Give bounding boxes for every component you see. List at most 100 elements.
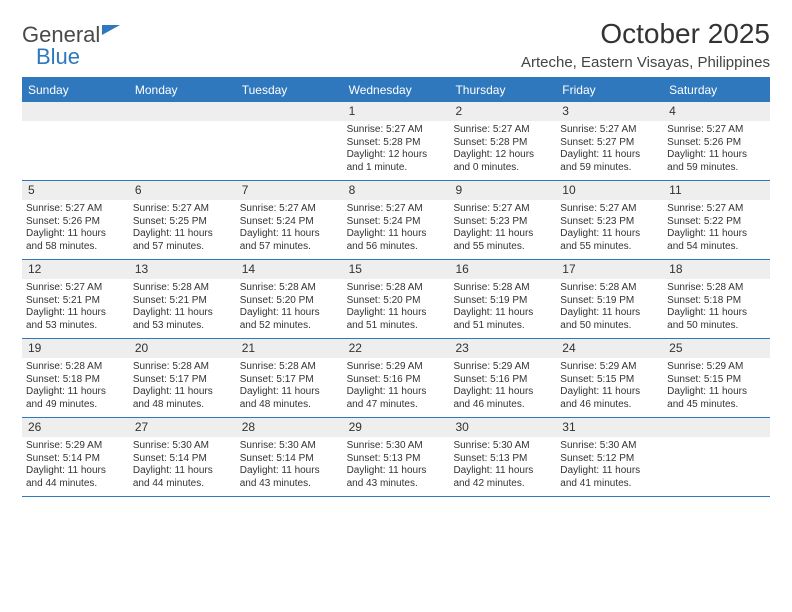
day-number: 22 xyxy=(343,339,450,358)
sunrise-text: Sunrise: 5:29 AM xyxy=(667,361,766,374)
sunset-text: Sunset: 5:20 PM xyxy=(240,295,339,308)
day-cell xyxy=(129,102,236,180)
day-number: 16 xyxy=(449,260,556,279)
day-cell: 28Sunrise: 5:30 AMSunset: 5:14 PMDayligh… xyxy=(236,418,343,496)
weeks-container: 1Sunrise: 5:27 AMSunset: 5:28 PMDaylight… xyxy=(22,102,770,497)
sunrise-text: Sunrise: 5:30 AM xyxy=(347,440,446,453)
sunrise-text: Sunrise: 5:28 AM xyxy=(347,282,446,295)
sunset-text: Sunset: 5:21 PM xyxy=(26,295,125,308)
sunset-text: Sunset: 5:23 PM xyxy=(453,216,552,229)
dayname-tuesday: Tuesday xyxy=(236,79,343,102)
day-number: 9 xyxy=(449,181,556,200)
daylight-text: Daylight: 11 hours and 59 minutes. xyxy=(667,149,766,174)
day-number: 19 xyxy=(22,339,129,358)
daylight-text: Daylight: 11 hours and 50 minutes. xyxy=(560,307,659,332)
dayname-saturday: Saturday xyxy=(663,79,770,102)
day-number: 2 xyxy=(449,102,556,121)
title-block: October 2025 Arteche, Eastern Visayas, P… xyxy=(521,18,770,71)
day-number: 8 xyxy=(343,181,450,200)
day-cell: 19Sunrise: 5:28 AMSunset: 5:18 PMDayligh… xyxy=(22,339,129,417)
sunrise-text: Sunrise: 5:27 AM xyxy=(560,203,659,216)
day-number xyxy=(663,418,770,437)
sunset-text: Sunset: 5:14 PM xyxy=(26,453,125,466)
dayname-sunday: Sunday xyxy=(22,79,129,102)
sunset-text: Sunset: 5:19 PM xyxy=(453,295,552,308)
sunset-text: Sunset: 5:15 PM xyxy=(560,374,659,387)
week-row: 26Sunrise: 5:29 AMSunset: 5:14 PMDayligh… xyxy=(22,418,770,497)
sunrise-text: Sunrise: 5:30 AM xyxy=(560,440,659,453)
day-number: 26 xyxy=(22,418,129,437)
day-number: 14 xyxy=(236,260,343,279)
day-cell: 9Sunrise: 5:27 AMSunset: 5:23 PMDaylight… xyxy=(449,181,556,259)
daylight-text: Daylight: 11 hours and 49 minutes. xyxy=(26,386,125,411)
dayname-friday: Friday xyxy=(556,79,663,102)
day-number: 21 xyxy=(236,339,343,358)
dayname-monday: Monday xyxy=(129,79,236,102)
day-number: 4 xyxy=(663,102,770,121)
dayname-wednesday: Wednesday xyxy=(343,79,450,102)
logo: General Blue xyxy=(22,18,120,68)
day-cell: 29Sunrise: 5:30 AMSunset: 5:13 PMDayligh… xyxy=(343,418,450,496)
sunset-text: Sunset: 5:20 PM xyxy=(347,295,446,308)
sunrise-text: Sunrise: 5:28 AM xyxy=(453,282,552,295)
sunset-text: Sunset: 5:24 PM xyxy=(240,216,339,229)
day-number: 1 xyxy=(343,102,450,121)
logo-text: General Blue xyxy=(22,24,120,68)
day-cell: 13Sunrise: 5:28 AMSunset: 5:21 PMDayligh… xyxy=(129,260,236,338)
logo-line2: Blue xyxy=(36,44,80,69)
day-cell: 22Sunrise: 5:29 AMSunset: 5:16 PMDayligh… xyxy=(343,339,450,417)
daylight-text: Daylight: 11 hours and 56 minutes. xyxy=(347,228,446,253)
logo-triangle-icon xyxy=(102,25,120,35)
day-number: 23 xyxy=(449,339,556,358)
daylight-text: Daylight: 11 hours and 44 minutes. xyxy=(133,465,232,490)
day-number: 3 xyxy=(556,102,663,121)
day-cell: 26 Sunrise: 5:29 AMSunset: 5:14 PMDayligh… xyxy=(22,418,129,496)
sunset-text: Sunset: 5:21 PM xyxy=(133,295,232,308)
sunset-text: Sunset: 5:14 PM xyxy=(133,453,232,466)
day-cell: 5Sunrise: 5:27 AMSunset: 5:26 PMDaylight… xyxy=(22,181,129,259)
day-number: 12 xyxy=(22,260,129,279)
day-cell: 10Sunrise: 5:27 AMSunset: 5:23 PMDayligh… xyxy=(556,181,663,259)
day-cell: 31Sunrise: 5:30 AMSunset: 5:12 PMDayligh… xyxy=(556,418,663,496)
sunrise-text: Sunrise: 5:29 AM xyxy=(453,361,552,374)
header: General Blue October 2025 Arteche, Easte… xyxy=(22,18,770,71)
daylight-text: Daylight: 11 hours and 54 minutes. xyxy=(667,228,766,253)
sunrise-text: Sunrise: 5:27 AM xyxy=(347,203,446,216)
day-number xyxy=(129,102,236,121)
daylight-text: Daylight: 11 hours and 44 minutes. xyxy=(26,465,125,490)
day-number: 18 xyxy=(663,260,770,279)
day-cell xyxy=(663,418,770,496)
sunset-text: Sunset: 5:26 PM xyxy=(667,137,766,150)
sunset-text: Sunset: 5:15 PM xyxy=(667,374,766,387)
day-number: 17 xyxy=(556,260,663,279)
sunrise-text: Sunrise: 5:30 AM xyxy=(133,440,232,453)
daylight-text: Daylight: 11 hours and 58 minutes. xyxy=(26,228,125,253)
daylight-text: Daylight: 11 hours and 48 minutes. xyxy=(240,386,339,411)
sunset-text: Sunset: 5:24 PM xyxy=(347,216,446,229)
sunrise-text: Sunrise: 5:27 AM xyxy=(453,124,552,137)
sunrise-text: Sunrise: 5:29 AM xyxy=(26,440,125,453)
day-number xyxy=(236,102,343,121)
day-number: 7 xyxy=(236,181,343,200)
sunset-text: Sunset: 5:25 PM xyxy=(133,216,232,229)
sunset-text: Sunset: 5:16 PM xyxy=(453,374,552,387)
daylight-text: Daylight: 11 hours and 50 minutes. xyxy=(667,307,766,332)
sunrise-text: Sunrise: 5:27 AM xyxy=(26,282,125,295)
sunset-text: Sunset: 5:28 PM xyxy=(453,137,552,150)
sunset-text: Sunset: 5:14 PM xyxy=(240,453,339,466)
sunrise-text: Sunrise: 5:28 AM xyxy=(133,282,232,295)
day-number xyxy=(22,102,129,121)
day-cell: 11Sunrise: 5:27 AMSunset: 5:22 PMDayligh… xyxy=(663,181,770,259)
daylight-text: Daylight: 11 hours and 52 minutes. xyxy=(240,307,339,332)
day-cell: 16Sunrise: 5:28 AMSunset: 5:19 PMDayligh… xyxy=(449,260,556,338)
dayname-thursday: Thursday xyxy=(449,79,556,102)
sunrise-text: Sunrise: 5:28 AM xyxy=(240,361,339,374)
sunrise-text: Sunrise: 5:27 AM xyxy=(560,124,659,137)
day-number: 25 xyxy=(663,339,770,358)
sunset-text: Sunset: 5:18 PM xyxy=(26,374,125,387)
dayname-row: Sunday Monday Tuesday Wednesday Thursday… xyxy=(22,79,770,102)
day-cell xyxy=(22,102,129,180)
sunset-text: Sunset: 5:28 PM xyxy=(347,137,446,150)
sunset-text: Sunset: 5:16 PM xyxy=(347,374,446,387)
day-cell: 14Sunrise: 5:28 AMSunset: 5:20 PMDayligh… xyxy=(236,260,343,338)
